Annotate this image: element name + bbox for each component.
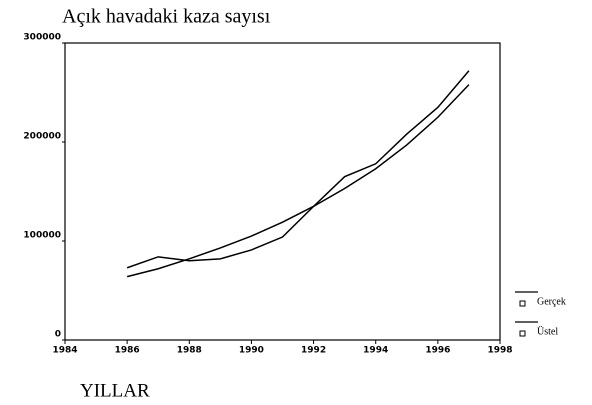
x-tick-label: 1988 xyxy=(177,346,202,356)
legend-marker xyxy=(519,300,526,307)
x-tick-label: 1986 xyxy=(115,346,140,356)
legend-label: Gerçek xyxy=(537,296,566,307)
x-tick-label: 1998 xyxy=(487,346,512,356)
y-tick-label: 100000 xyxy=(23,231,61,241)
y-tick-label: 0 xyxy=(55,330,61,340)
series-line xyxy=(126,84,470,278)
x-tick-label: 1984 xyxy=(52,346,77,356)
x-tick-label: 1996 xyxy=(425,346,450,356)
y-tick-label: 200000 xyxy=(23,132,61,142)
y-tick-label: 300000 xyxy=(23,33,61,43)
plot-frame xyxy=(64,42,501,341)
legend-label: Üstel xyxy=(537,325,558,337)
x-tick-label: 1990 xyxy=(239,346,264,356)
chart-title: Açık havadaki kaza sayısı xyxy=(62,6,271,28)
x-axis-label: YILLAR xyxy=(80,380,150,401)
series-line xyxy=(126,70,470,269)
legend-marker xyxy=(519,330,526,337)
x-tick-label: 1994 xyxy=(363,346,388,356)
x-tick-label: 1992 xyxy=(301,346,326,356)
